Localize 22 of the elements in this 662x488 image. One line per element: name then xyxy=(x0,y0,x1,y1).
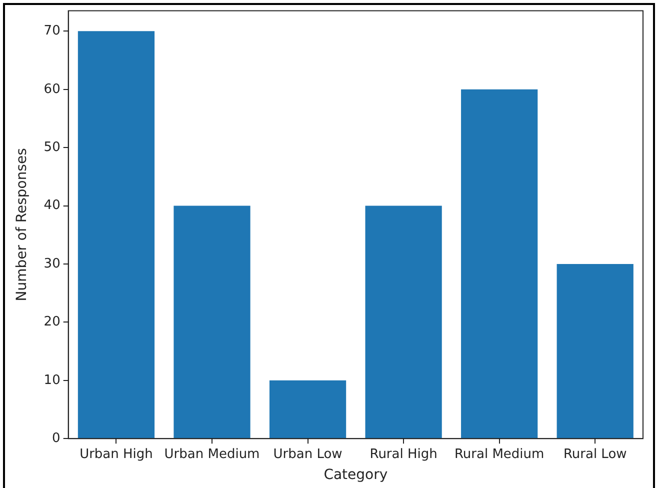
bar xyxy=(269,380,346,438)
x-tick-label: Rural High xyxy=(370,446,438,462)
bar xyxy=(78,31,155,438)
y-tick-label: 40 xyxy=(44,198,60,214)
x-tick-label: Rural Low xyxy=(563,446,628,462)
x-tick-label: Urban High xyxy=(80,446,153,462)
bar xyxy=(365,206,442,438)
bar xyxy=(174,206,250,438)
y-tick-label: 60 xyxy=(44,82,60,97)
bar xyxy=(461,89,538,438)
y-tick-label: 30 xyxy=(44,256,60,272)
x-tick-label: Urban Medium xyxy=(164,446,260,462)
y-axis-title: Number of Responses xyxy=(14,148,30,302)
bar xyxy=(556,264,634,438)
y-tick-label: 70 xyxy=(44,24,60,39)
x-tick-label: Urban Low xyxy=(273,446,343,462)
y-tick-label: 10 xyxy=(44,372,60,388)
y-tick-label: 0 xyxy=(52,430,60,446)
x-axis-title: Category xyxy=(324,467,388,484)
y-tick-label: 50 xyxy=(44,140,60,155)
y-tick-label: 20 xyxy=(44,314,60,330)
x-tick-label: Rural Medium xyxy=(454,446,544,462)
